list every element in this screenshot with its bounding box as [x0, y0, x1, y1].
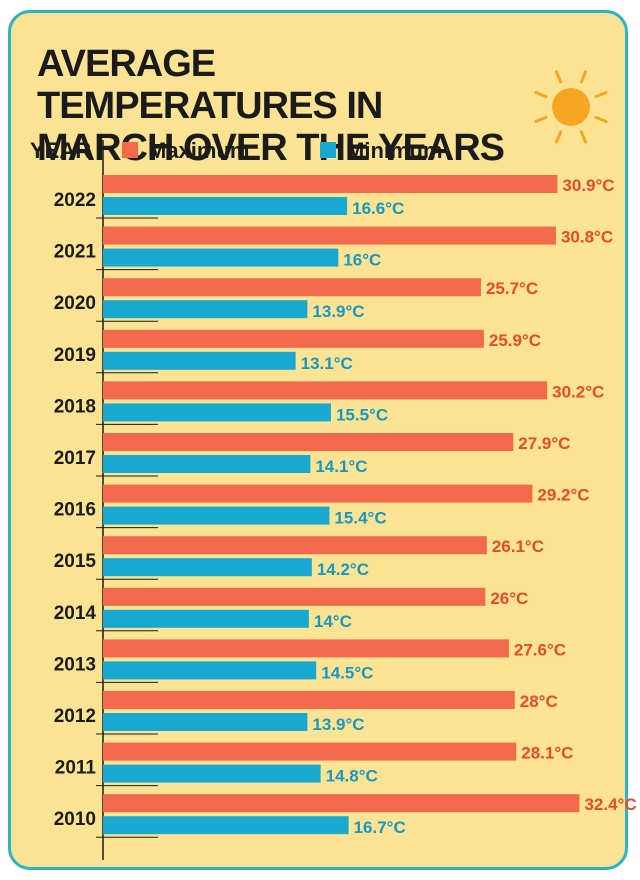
- year-label: 2012: [54, 706, 96, 727]
- bar-minimum: [103, 661, 317, 680]
- year-label: 2022: [54, 190, 96, 211]
- bar-minimum: [103, 609, 309, 628]
- bar-minimum: [103, 455, 311, 473]
- year-label: 2014: [54, 603, 97, 624]
- bar-maximum: [103, 175, 558, 193]
- bar-minimum: [103, 403, 331, 422]
- sun-ray: [554, 130, 563, 144]
- value-label-maximum: 25.7°C: [486, 279, 538, 298]
- bar-minimum: [103, 351, 296, 370]
- legend-label-maximum: Maximum: [148, 138, 249, 163]
- value-label-maximum: 26°C: [490, 589, 528, 608]
- bar-maximum: [103, 691, 515, 709]
- bar-maximum: [103, 794, 580, 813]
- value-label-maximum: 29.2°C: [537, 486, 589, 505]
- value-label-minimum: 16°C: [343, 251, 381, 270]
- bar-maximum: [103, 278, 481, 297]
- value-label-minimum: 14°C: [314, 612, 352, 631]
- value-label-minimum: 13.9°C: [312, 302, 364, 321]
- value-label-minimum: 15.4°C: [334, 509, 386, 528]
- value-label-maximum: 28.1°C: [521, 744, 573, 763]
- bar-minimum: [103, 248, 339, 267]
- bar-maximum: [103, 587, 486, 606]
- bar-maximum: [103, 484, 533, 503]
- value-label-maximum: 30.8°C: [561, 228, 613, 247]
- value-label-maximum: 28°C: [520, 692, 558, 711]
- value-label-maximum: 26.1°C: [492, 537, 544, 556]
- value-label-minimum: 13.1°C: [301, 354, 353, 373]
- bar-maximum: [103, 381, 548, 400]
- value-label-maximum: 32.4°C: [584, 795, 636, 814]
- bar-minimum: [103, 506, 330, 525]
- sun-ray: [534, 90, 548, 99]
- sun-ray: [594, 115, 608, 124]
- sun-ray: [554, 70, 563, 84]
- sun-ray: [534, 115, 548, 124]
- bar-maximum: [103, 536, 487, 555]
- bar-minimum: [103, 816, 349, 835]
- value-label-minimum: 15.5°C: [336, 405, 388, 424]
- value-label-minimum: 14.1°C: [315, 457, 367, 476]
- value-label-minimum: 14.2°C: [317, 560, 369, 579]
- bar-minimum: [103, 764, 321, 783]
- year-label: 2016: [54, 500, 96, 521]
- bar-maximum: [103, 329, 484, 348]
- year-label: 2017: [54, 448, 96, 469]
- year-label: 2019: [54, 345, 96, 366]
- chart-title: AVERAGE TEMPERATURES IN MARCH OVER THE Y…: [37, 43, 517, 169]
- value-label-maximum: 27.9°C: [518, 434, 570, 453]
- sun-disc: [552, 88, 590, 126]
- value-label-maximum: 25.9°C: [489, 331, 541, 350]
- sun-ray: [579, 70, 588, 84]
- bar-minimum: [103, 558, 312, 577]
- value-label-minimum: 16.7°C: [354, 818, 406, 837]
- legend-swatch-minimum: [320, 142, 336, 158]
- value-label-maximum: 30.9°C: [562, 176, 614, 195]
- bar-maximum: [103, 639, 509, 658]
- sun-ray: [579, 130, 588, 144]
- title-line-2: MARCH OVER THE YEARS: [37, 127, 505, 169]
- value-label-minimum: 14.8°C: [326, 767, 378, 786]
- year-label: 2018: [54, 396, 96, 417]
- bar-minimum: [103, 713, 308, 731]
- year-label: 2013: [54, 654, 96, 675]
- legend-swatch-maximum: [122, 142, 138, 158]
- year-label: 2020: [54, 293, 96, 314]
- bar-minimum: [103, 300, 308, 319]
- year-column-header: YEAR: [30, 138, 91, 163]
- value-label-maximum: 30.2°C: [552, 382, 604, 401]
- year-label: 2015: [54, 551, 97, 572]
- value-label-minimum: 13.9°C: [312, 715, 364, 734]
- value-label-minimum: 14.5°C: [321, 663, 373, 682]
- sun-icon: [534, 70, 608, 144]
- bar-minimum: [103, 197, 348, 215]
- value-label-maximum: 27.6°C: [514, 640, 566, 659]
- title-line-1: AVERAGE TEMPERATURES IN: [37, 43, 383, 127]
- bar-maximum: [103, 433, 514, 451]
- legend-label-minimum: Minimum: [346, 138, 443, 163]
- value-label-minimum: 16.6°C: [352, 199, 404, 218]
- year-label: 2011: [55, 758, 97, 779]
- bar-maximum: [103, 742, 517, 761]
- bar-maximum: [103, 226, 556, 245]
- sun-ray: [594, 90, 608, 99]
- year-label: 2010: [54, 809, 96, 830]
- year-label: 2021: [54, 242, 97, 263]
